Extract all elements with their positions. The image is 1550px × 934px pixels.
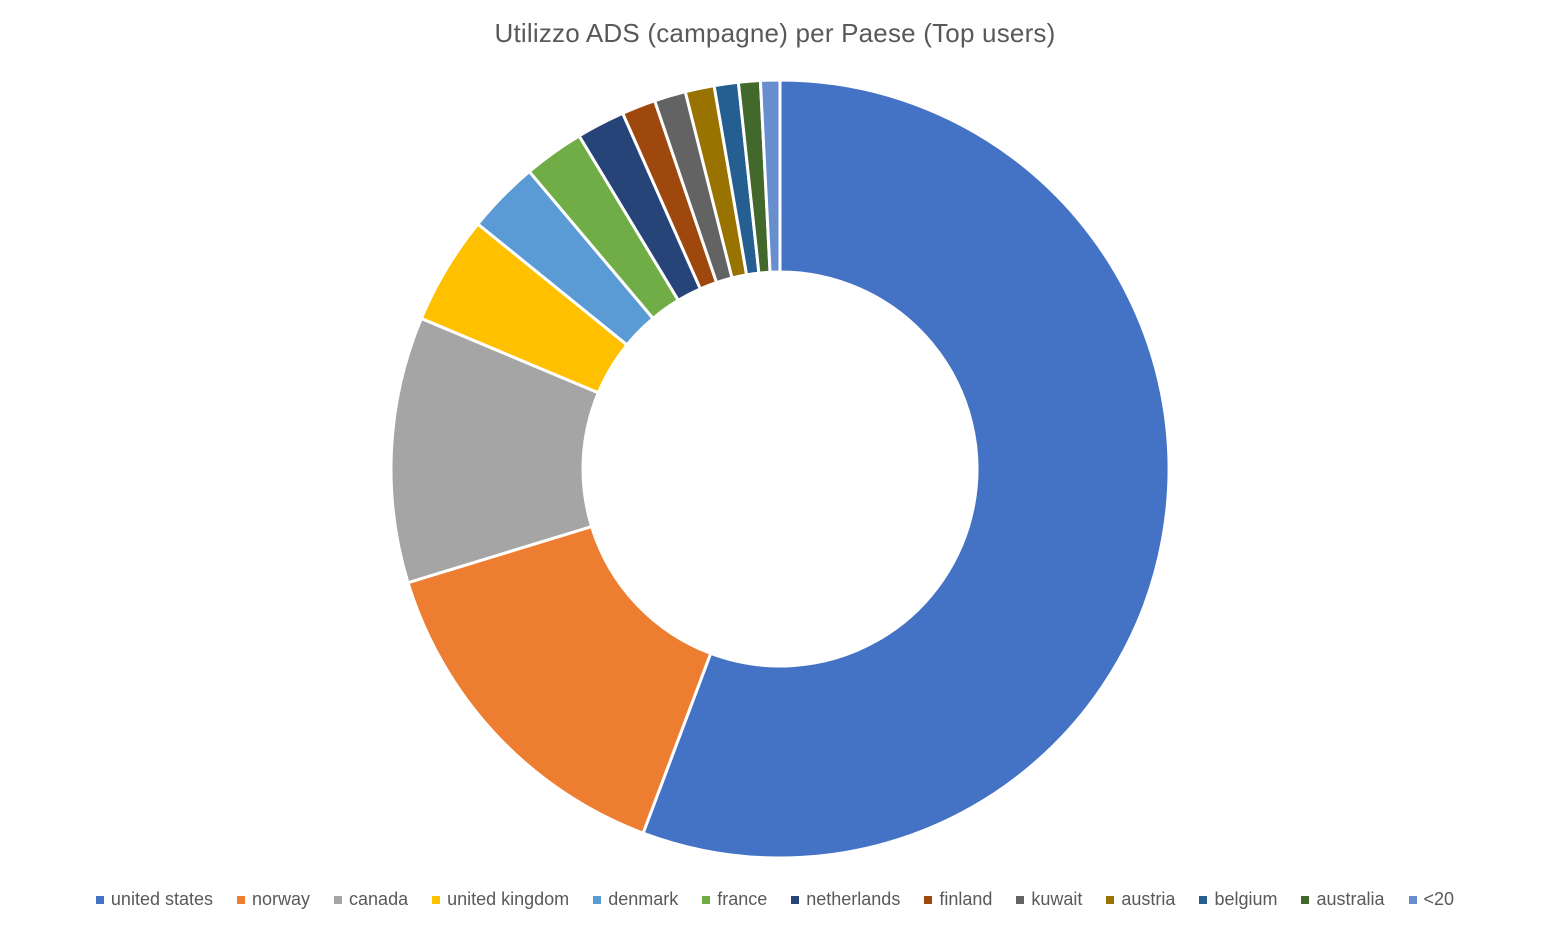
legend-label: france	[717, 889, 768, 909]
legend-entry: france	[702, 889, 767, 910]
legend-entry: australia	[1301, 889, 1385, 910]
donut-slice-united-states	[641, 78, 1171, 860]
legend-label: austria	[1121, 889, 1176, 909]
chart-title: Utilizzo ADS (campagne) per Paese (Top u…	[494, 18, 1056, 48]
legend-swatch	[95, 895, 104, 904]
legend-swatch	[432, 895, 441, 904]
legend-entry: belgium	[1199, 889, 1277, 910]
legend-label: canada	[349, 889, 409, 909]
donut-slice-20	[758, 78, 782, 274]
legend-swatch	[1016, 895, 1025, 904]
donut-slice-canada	[389, 316, 601, 585]
legend-label: netherlands	[806, 889, 901, 909]
legend-label: united states	[110, 889, 213, 909]
legend-swatch	[593, 895, 602, 904]
legend-entry: austria	[1106, 889, 1175, 910]
legend-swatch	[791, 895, 800, 904]
legend-entry: united states	[95, 889, 213, 910]
legend-label: norway	[252, 889, 311, 909]
legend-entry: denmark	[593, 889, 678, 910]
legend-label: kuwait	[1031, 889, 1083, 909]
legend-entry: kuwait	[1016, 889, 1082, 910]
legend-label: finland	[939, 889, 993, 909]
legend-swatch	[1408, 895, 1417, 904]
legend-swatch	[1301, 895, 1310, 904]
legend-entry: finland	[924, 889, 992, 910]
legend-entry: <20	[1408, 889, 1455, 910]
donut-slice-norway	[406, 524, 713, 836]
legend-swatch	[1199, 895, 1208, 904]
legend-entry: norway	[237, 889, 310, 910]
legend-swatch	[924, 895, 933, 904]
legend-label: <20	[1423, 889, 1455, 909]
legend-label: belgium	[1214, 889, 1278, 909]
chart-legend: united states norway canada united kingdom d…	[0, 889, 1550, 910]
legend-swatch	[237, 895, 245, 904]
legend-entry: netherlands	[791, 889, 900, 910]
legend-label: denmark	[608, 889, 679, 909]
legend-swatch	[334, 895, 343, 904]
legend-label: united kingdom	[447, 889, 570, 909]
legend-swatch	[1106, 895, 1115, 904]
legend-swatch	[702, 895, 711, 904]
legend-entry: canada	[334, 889, 408, 910]
legend-label: australia	[1316, 889, 1385, 909]
legend-entry: united kingdom	[432, 889, 569, 910]
